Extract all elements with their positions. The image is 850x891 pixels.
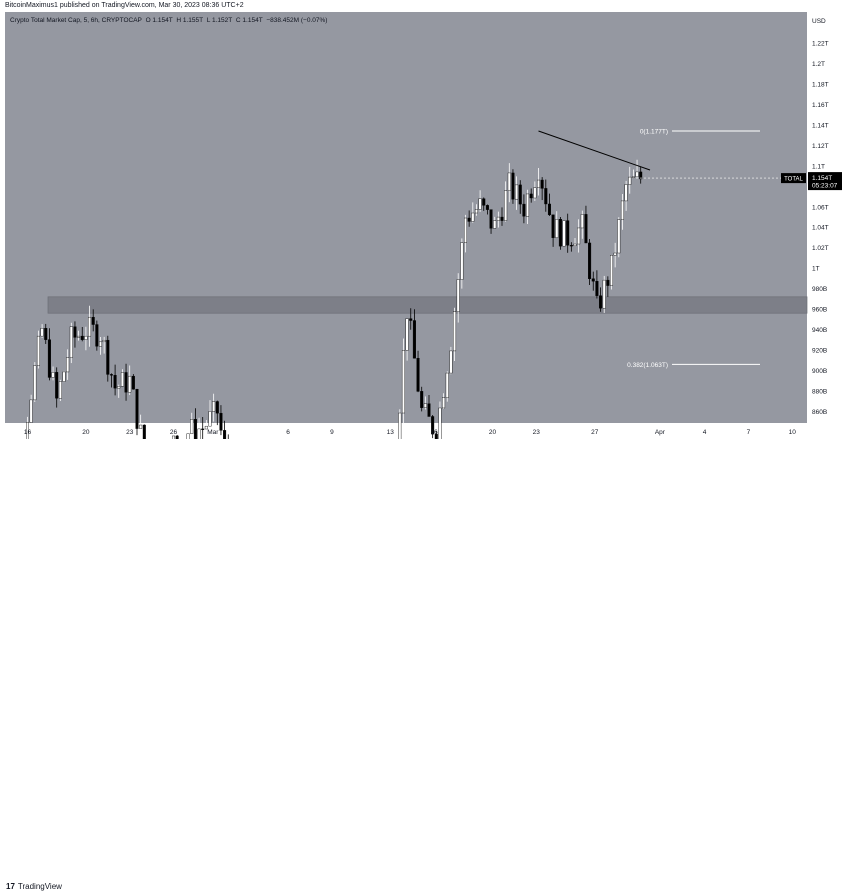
chart-pane[interactable] bbox=[5, 12, 807, 423]
ohlc-change: −838.452M (−0.07%) bbox=[266, 17, 328, 24]
tradingview-logo: 17 TradingView bbox=[6, 882, 62, 891]
price-axis[interactable] bbox=[807, 12, 850, 423]
ohlc-close: C 1.154T bbox=[235, 17, 263, 24]
brand-name: TradingView bbox=[17, 882, 62, 891]
ohlc-high: H 1.155T bbox=[176, 17, 203, 24]
ohlc-open: O 1.154T bbox=[145, 17, 173, 24]
symbol-legend: Crypto Total Market Cap, 5, 6h, CRYPTOCA… bbox=[10, 17, 327, 24]
ohlc-low: L 1.152T bbox=[206, 17, 233, 24]
publish-info: BitcoinMaximus1 published on TradingView… bbox=[5, 2, 244, 9]
symbol-title: Crypto Total Market Cap, 5, 6h, CRYPTOCA… bbox=[10, 17, 142, 24]
footer: 17 TradingView bbox=[0, 439, 850, 891]
logo-mark: 17 bbox=[6, 882, 15, 891]
time-axis[interactable] bbox=[5, 423, 807, 439]
publish-header: BitcoinMaximus1 published on TradingView… bbox=[0, 0, 850, 12]
